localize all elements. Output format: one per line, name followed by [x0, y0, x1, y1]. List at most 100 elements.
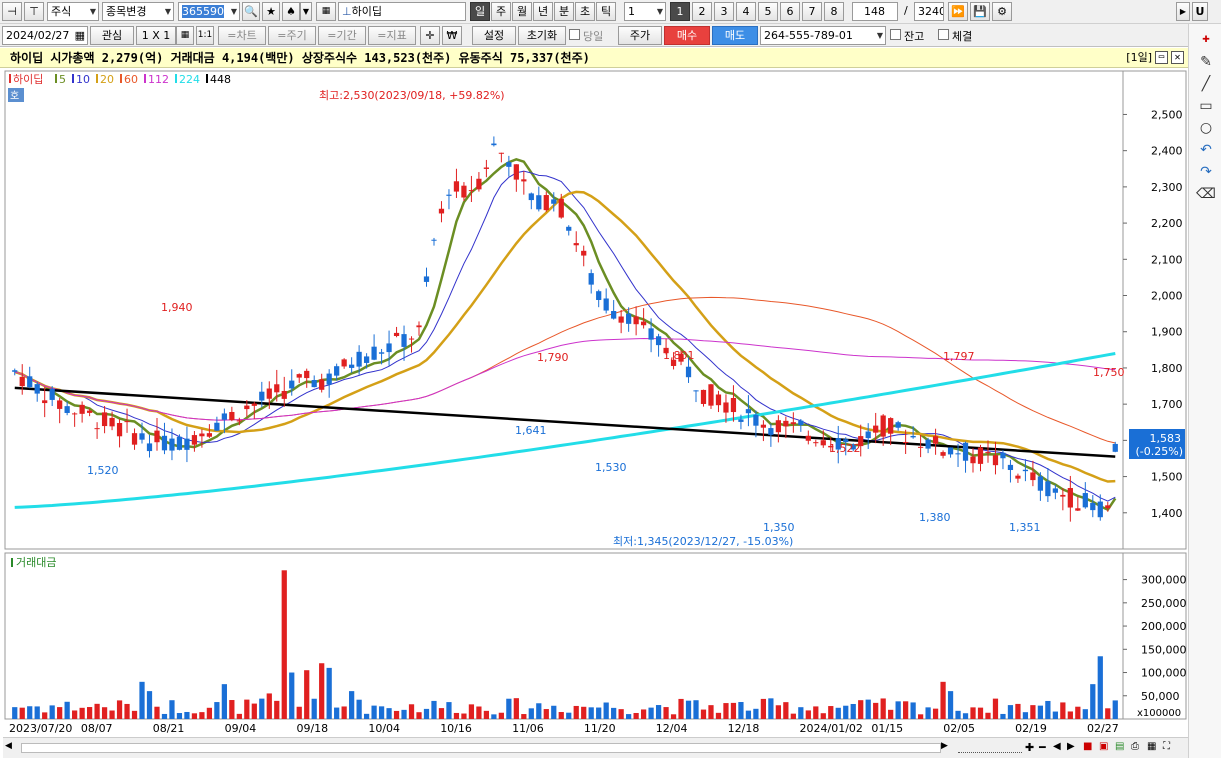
- save-chart-icon[interactable]: ▣: [1099, 741, 1109, 752]
- page-tab-6[interactable]: 6: [780, 2, 800, 21]
- page-tab-3[interactable]: 3: [714, 2, 734, 21]
- candle-body: [700, 389, 707, 404]
- left-arrow-icon[interactable]: ▶: [1176, 2, 1190, 21]
- period-tab-6[interactable]: 틱: [596, 2, 616, 21]
- scroll-left-icon[interactable]: ◀: [5, 741, 12, 751]
- search-icon[interactable]: 🔍: [242, 2, 260, 21]
- scroll-end-left-icon[interactable]: ◀: [1053, 741, 1061, 752]
- same-day-checkbox[interactable]: [569, 29, 580, 40]
- market-type-select[interactable]: 주식: [47, 2, 99, 21]
- table-icon[interactable]: ▦: [176, 26, 194, 45]
- period-tab-2[interactable]: 월: [512, 2, 532, 21]
- pin-icon[interactable]: ⊣: [2, 2, 22, 21]
- tool-icon[interactable]: ✚: [1202, 35, 1210, 45]
- page-tab-1[interactable]: 1: [670, 2, 690, 21]
- page-tab-7[interactable]: 7: [802, 2, 822, 21]
- scroll-track[interactable]: [21, 743, 941, 753]
- won-button[interactable]: ₩: [442, 26, 462, 45]
- period-tab-4[interactable]: 분: [554, 2, 574, 21]
- interval-select[interactable]: 1: [624, 2, 666, 21]
- watch-button[interactable]: 관심: [90, 26, 134, 45]
- restore-icon[interactable]: ▭: [1155, 51, 1168, 64]
- fullscreen-icon[interactable]: ⛶: [1163, 741, 1170, 752]
- stock-change-select[interactable]: 종목변경: [102, 2, 174, 21]
- legend-label-448: 448: [210, 73, 231, 86]
- volume-bar: [498, 712, 504, 719]
- volume-title: 거래대금: [16, 556, 56, 569]
- layout-button[interactable]: 1 X 1: [136, 26, 176, 45]
- star-icon[interactable]: ★: [262, 2, 280, 21]
- chart-tab-0[interactable]: =차트: [218, 26, 266, 45]
- volume-bar: [199, 712, 205, 719]
- redo-icon[interactable]: ↷: [1200, 164, 1212, 180]
- undo-icon[interactable]: ↶: [1200, 142, 1212, 158]
- line-icon[interactable]: ╱: [1201, 76, 1211, 92]
- one-to-one-button[interactable]: 1:1: [196, 26, 214, 45]
- capture-icon[interactable]: ▦: [1147, 741, 1157, 752]
- volume-bar: [828, 706, 834, 719]
- candle-body: [1090, 502, 1096, 511]
- price-button[interactable]: 주가: [618, 26, 662, 45]
- circle-icon[interactable]: ○: [1199, 120, 1213, 136]
- period-tab-3[interactable]: 년: [533, 2, 553, 21]
- page-tab-5[interactable]: 5: [758, 2, 778, 21]
- period-tab-5[interactable]: 초: [575, 2, 595, 21]
- pencil-icon[interactable]: ✎: [1200, 54, 1212, 70]
- scroll-end-right-icon[interactable]: ▶: [1067, 741, 1075, 752]
- page-tab-8[interactable]: 8: [824, 2, 844, 21]
- peak-label: 1,522: [829, 442, 861, 455]
- volume-bar: [86, 707, 93, 719]
- chevron-down-icon[interactable]: ▼: [300, 2, 312, 21]
- price-tick-label: 1,400: [1151, 507, 1183, 520]
- candle-body: [566, 226, 572, 231]
- candlestick-chart[interactable]: 2,500 2,400 2,300 2,200 2,100 2,000 1,900 1,800…: [3, 69, 1188, 737]
- candle-body: [558, 198, 564, 218]
- rectangle-icon[interactable]: ▭: [1199, 98, 1213, 114]
- zoom-in-icon[interactable]: ✚: [1025, 741, 1035, 754]
- calendar-icon[interactable]: ▦: [74, 29, 85, 42]
- chart-tab-1[interactable]: =주기: [268, 26, 316, 45]
- grid-icon[interactable]: ▦: [316, 2, 336, 21]
- candle-body: [319, 379, 325, 390]
- legend-label-5: 5: [59, 73, 66, 86]
- balance-checkbox[interactable]: [890, 29, 901, 40]
- zoom-slider[interactable]: [958, 741, 1022, 753]
- account-select[interactable]: 264-555-789-01: [760, 26, 886, 45]
- chart-tab-3[interactable]: =지표: [368, 26, 416, 45]
- horizontal-scrollbar[interactable]: ◀ ▶ ✚ ━ ◀ ▶ ■ ▣ ▤ ⎙ ▦ ⛶: [3, 737, 1188, 758]
- stock-code-input[interactable]: 365590: [178, 2, 240, 21]
- save-icon[interactable]: 💾: [970, 2, 990, 21]
- stock-name-field[interactable]: ⊥하이딥: [338, 2, 466, 21]
- close-icon[interactable]: ✕: [1171, 51, 1184, 64]
- scroll-right-icon[interactable]: ▶: [941, 741, 948, 751]
- execution-checkbox[interactable]: [938, 29, 949, 40]
- excel-icon[interactable]: ▤: [1115, 741, 1125, 752]
- zoom-out-icon[interactable]: ━: [1039, 741, 1046, 754]
- volume-bar: [311, 698, 317, 719]
- chart-tab-2[interactable]: =기간: [318, 26, 366, 45]
- date-field[interactable]: 2024/02/27 ▦: [2, 26, 88, 45]
- volume-bar: [356, 699, 362, 719]
- scroll-stop-icon[interactable]: ■: [1083, 741, 1093, 752]
- sell-button[interactable]: 매도: [712, 26, 758, 45]
- period-tab-1[interactable]: 주: [491, 2, 511, 21]
- print-icon[interactable]: ⎙: [1131, 741, 1139, 752]
- gear-icon[interactable]: ⚙: [992, 2, 1012, 21]
- bar-count-stepper[interactable]: 148: [852, 2, 898, 21]
- u-button[interactable]: U: [1192, 2, 1208, 21]
- crosshair-icon[interactable]: ✛: [420, 26, 440, 45]
- page-tab-2[interactable]: 2: [692, 2, 712, 21]
- fastforward-icon[interactable]: ⏩: [948, 2, 968, 21]
- legend-swatch: [144, 74, 146, 83]
- period-tab-0[interactable]: 일: [470, 2, 490, 21]
- volume-bar: [408, 704, 415, 719]
- buy-button[interactable]: 매수: [664, 26, 710, 45]
- x-axis-label: 08/21: [153, 722, 185, 735]
- settings-button[interactable]: 설정: [472, 26, 516, 45]
- page-tab-4[interactable]: 4: [736, 2, 756, 21]
- reset-button[interactable]: 초기화: [518, 26, 566, 45]
- ho-badge[interactable]: [8, 88, 24, 102]
- lock-icon[interactable]: ⊤: [24, 2, 44, 21]
- spade-icon[interactable]: ♠: [282, 2, 300, 21]
- eraser-icon[interactable]: ⌫: [1196, 186, 1216, 202]
